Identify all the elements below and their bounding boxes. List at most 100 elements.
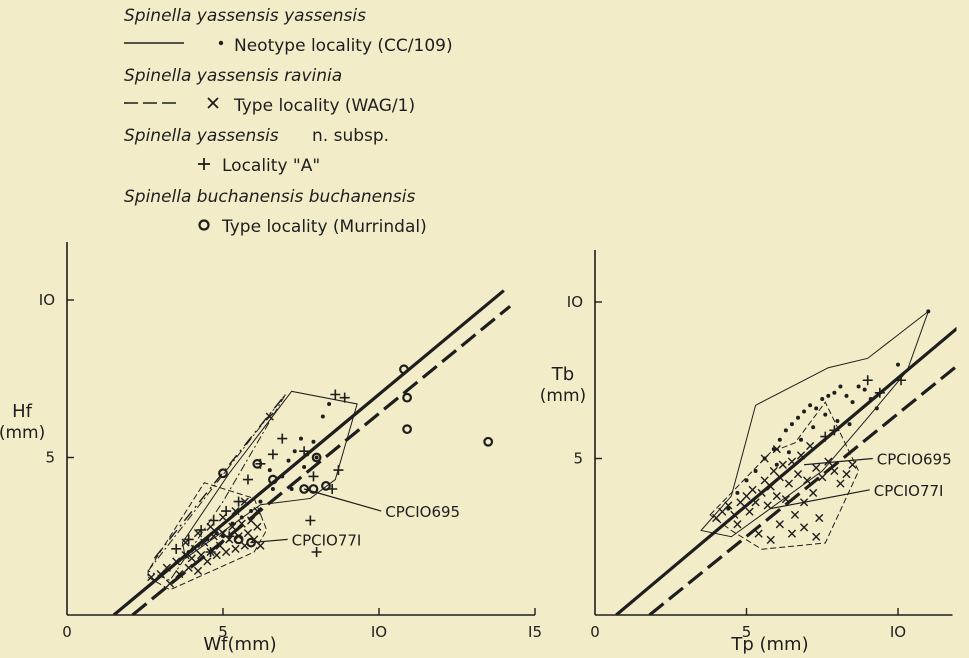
point-dot (302, 464, 307, 469)
point-x (842, 470, 851, 479)
point-x (156, 569, 165, 579)
point-dot (753, 469, 758, 474)
point-plus (242, 474, 253, 485)
legend-swatch-dashed (124, 97, 219, 109)
point-x (165, 579, 175, 588)
y-axis-label: Tb (551, 364, 574, 385)
point-plus (233, 496, 244, 507)
point-plus (208, 515, 219, 526)
envelope-dot (181, 390, 358, 560)
point-plus (299, 446, 310, 457)
point-dot (850, 400, 855, 405)
point-x (724, 501, 733, 510)
point-dot (926, 309, 931, 314)
point-dot (230, 521, 235, 526)
point-plus (183, 534, 194, 545)
point-dot (847, 422, 852, 427)
point-dot (814, 406, 819, 411)
point-dot (820, 397, 825, 402)
y-tick-label: 5 (45, 449, 55, 467)
point-x (246, 516, 256, 525)
point-x (815, 513, 824, 523)
point-plus (308, 471, 319, 482)
point-x (757, 488, 766, 498)
regression-line-solid (615, 326, 957, 615)
point-dot (844, 393, 849, 398)
point-dot (314, 455, 319, 460)
point-plus (333, 465, 344, 476)
legend-locality-3: Locality "A" (222, 156, 321, 176)
legend-species-4: Spinella buchanensis buchanensis (124, 187, 416, 207)
point-x (769, 466, 778, 476)
legend-locality-4: Type locality (Murrindal) (222, 217, 427, 237)
x-tick-label: 0 (590, 623, 600, 641)
point-x (787, 529, 797, 538)
x-tick-label: I5 (528, 623, 542, 641)
point-x (766, 535, 775, 544)
point-x (222, 547, 231, 557)
point-circle (311, 452, 322, 463)
point-x (803, 476, 812, 485)
point-dot (292, 449, 297, 454)
annotation-label: CPCIO695 (877, 451, 952, 469)
point-x (818, 473, 827, 482)
point-plus (339, 392, 350, 403)
point-x (187, 554, 196, 563)
point-plus (196, 524, 207, 535)
point-circle (402, 424, 412, 435)
point-dot (826, 393, 831, 398)
point-x (265, 412, 274, 421)
legend-locality-1: Neotype locality (CC/109) (234, 36, 453, 56)
legend-species-2: Spinella yassensis ravinia (124, 66, 343, 86)
y-axis-unit: (mm) (540, 386, 586, 406)
point-dot (280, 474, 285, 479)
point-x (203, 557, 212, 566)
point-dot (832, 390, 837, 395)
annotation-label: CPCIO695 (385, 503, 460, 521)
point-x (147, 573, 156, 582)
point-dot (286, 458, 291, 463)
point-circle (268, 474, 278, 485)
point-circle (299, 484, 310, 494)
point-x (790, 510, 800, 519)
point-circle (218, 468, 228, 479)
point-dot (862, 387, 867, 392)
point-plus (205, 547, 216, 557)
point-dot (258, 499, 263, 504)
point-x (793, 470, 803, 479)
regression-line-dashed (131, 305, 512, 615)
point-plus (874, 387, 885, 398)
point-x (730, 510, 739, 519)
point-circle (252, 458, 263, 469)
x-tick-label: 5 (742, 623, 752, 641)
point-x (760, 454, 769, 463)
y-tick-label: 5 (573, 450, 583, 468)
point-dot (267, 468, 272, 473)
point-plus (224, 531, 235, 542)
point-x (796, 451, 806, 460)
regression-line-dashed (648, 364, 957, 615)
point-dot (771, 447, 776, 452)
point-dot (796, 415, 801, 420)
point-dot (327, 401, 332, 406)
point-x (763, 501, 772, 510)
point-plus (330, 389, 341, 400)
point-x (812, 463, 821, 472)
point-dot (320, 414, 325, 419)
y-tick-label: IO (39, 291, 55, 309)
legend-locality-2: Type locality (WAG/1) (234, 96, 416, 116)
point-dot (802, 409, 807, 414)
point-x (809, 488, 818, 498)
point-x (240, 497, 249, 506)
point-x (799, 523, 809, 532)
x-tick-label: 5 (218, 623, 228, 641)
x-axis-label: Tp (mm) (730, 634, 808, 655)
point-dot (896, 362, 900, 367)
point-dot (808, 403, 813, 408)
point-plus (896, 375, 907, 386)
annotation-leader (303, 488, 382, 512)
point-x (806, 441, 815, 451)
point-x (193, 566, 203, 575)
point-x (184, 563, 193, 572)
